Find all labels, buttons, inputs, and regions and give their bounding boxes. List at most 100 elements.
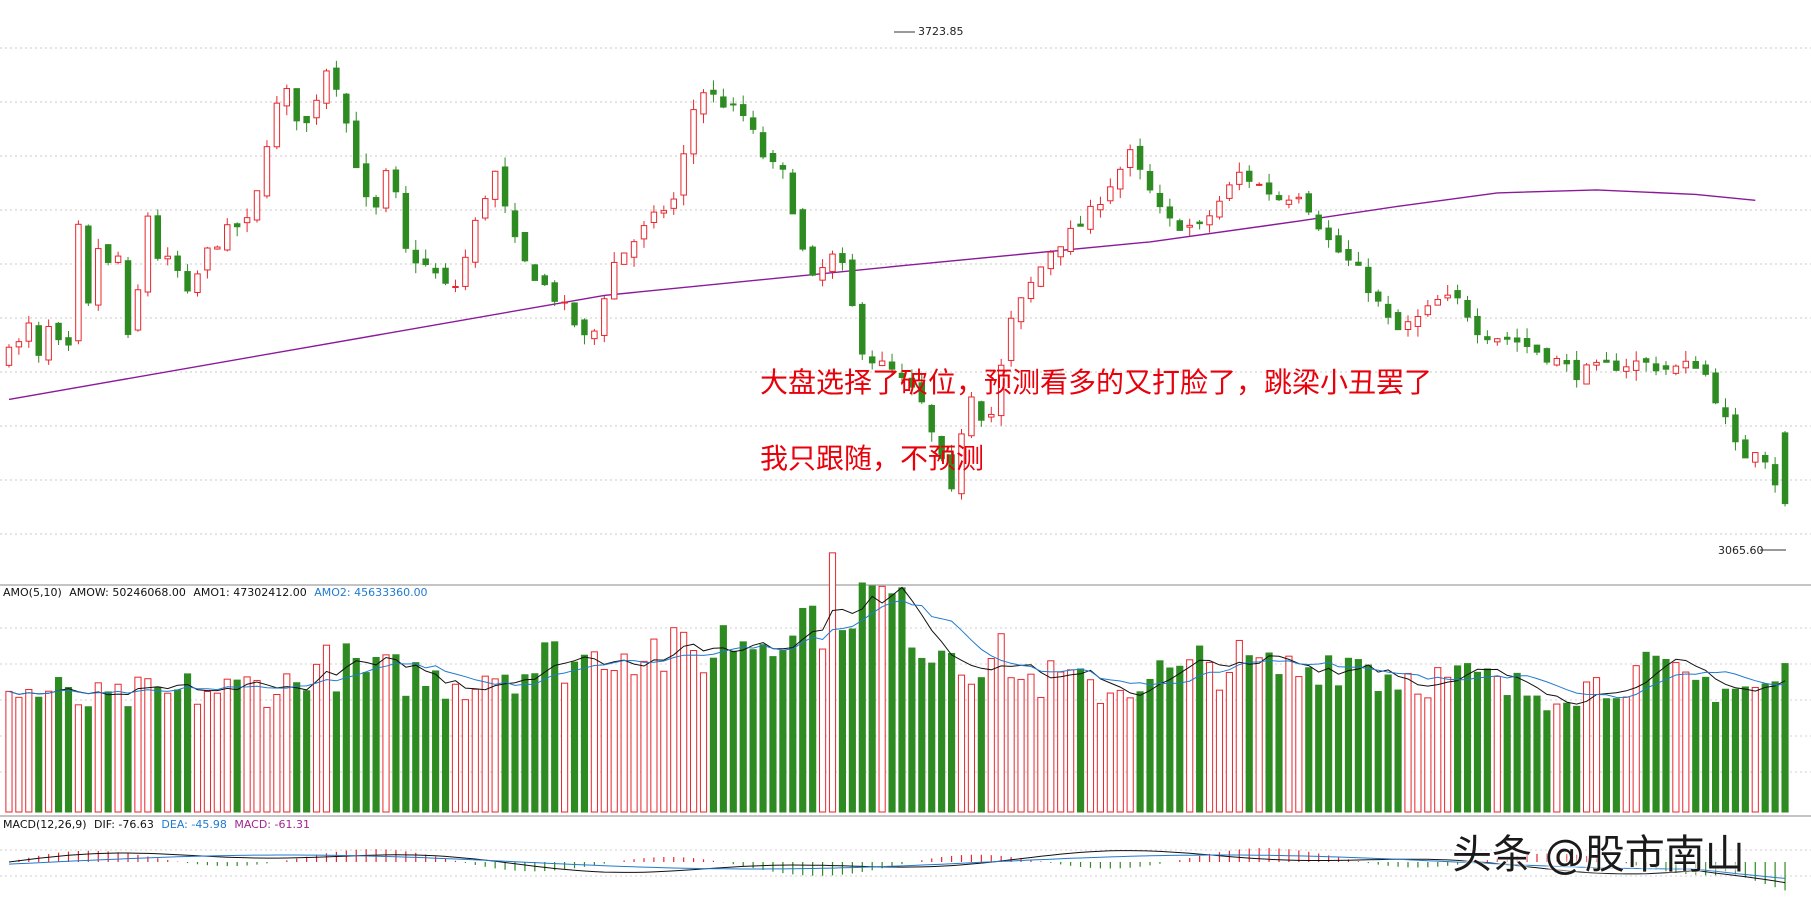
volume-bar — [1612, 698, 1620, 813]
volume-bar — [987, 658, 995, 813]
candle-up — [1295, 196, 1303, 200]
volume-bar — [977, 677, 985, 813]
volume-bar — [1632, 665, 1640, 813]
candle-up — [15, 341, 23, 348]
volume-bar — [610, 670, 618, 813]
volume-bar — [1047, 660, 1055, 813]
volume-bar — [213, 692, 221, 813]
volume-bar — [1533, 695, 1541, 813]
volume-bar — [819, 648, 827, 813]
amow-value: AMOW: 50246068.00 — [69, 586, 186, 599]
candle-down — [85, 225, 92, 304]
candle-up — [114, 255, 122, 263]
candle-up — [1444, 294, 1451, 299]
volume-bar — [719, 625, 727, 813]
volume-bar — [1325, 655, 1333, 813]
candle-down — [1077, 223, 1084, 227]
volume-bar — [223, 678, 231, 813]
candle-down — [1742, 439, 1749, 459]
candle-down — [343, 93, 350, 124]
candle-down — [1464, 300, 1471, 318]
volume-bar — [580, 654, 589, 813]
volume-bar — [878, 585, 886, 813]
candle-up — [1434, 298, 1441, 306]
candle-down — [1533, 344, 1541, 353]
volume-bar — [749, 649, 757, 813]
volume-bar — [1037, 696, 1045, 813]
volume-bar — [332, 691, 340, 813]
volume-bar — [1622, 696, 1630, 813]
amo1-line — [8, 586, 1786, 705]
volume-bar — [1017, 678, 1025, 813]
candle-down — [233, 223, 241, 228]
volume-bar — [947, 653, 956, 813]
volume-bar — [739, 641, 747, 813]
candle-up — [1632, 360, 1640, 371]
candle-up — [1672, 365, 1680, 374]
volume-bar — [94, 682, 102, 813]
candle-down — [978, 401, 985, 421]
candle-down — [124, 260, 132, 335]
candle-up — [134, 289, 142, 331]
candle-up — [164, 255, 171, 260]
annotation-follow: 我只跟随，不预测 — [760, 442, 985, 475]
candle-down — [551, 282, 558, 302]
candle-up — [1007, 317, 1015, 361]
volume-bar — [928, 662, 936, 813]
candle-up — [1186, 224, 1193, 228]
volume-bar — [1483, 668, 1491, 813]
candle-down — [1156, 192, 1164, 208]
candle-down — [898, 372, 906, 378]
candle-up — [243, 217, 251, 224]
watermark: 头条 @股市南山 — [1452, 832, 1745, 878]
volume-bar — [481, 675, 489, 813]
candle-up — [1216, 200, 1223, 218]
volume-bar — [412, 662, 420, 813]
volume-bar — [1245, 655, 1253, 813]
candle-up — [1057, 246, 1064, 258]
volume-bar — [1315, 684, 1323, 813]
candle-down — [1692, 361, 1699, 369]
candle-down — [1345, 249, 1352, 261]
candle-up — [1107, 186, 1114, 202]
candle-up — [1623, 366, 1630, 372]
candle-up — [700, 92, 707, 115]
volume-bar — [1473, 671, 1482, 813]
candle-up — [1583, 364, 1590, 385]
candle-up — [224, 224, 231, 251]
candle-up — [1027, 281, 1035, 299]
volume-bar — [1126, 697, 1134, 813]
low-price-label: 3065.60 — [1718, 544, 1764, 557]
candle-down — [1246, 170, 1253, 182]
price-markers — [894, 31, 1786, 551]
volume-bar — [918, 657, 926, 813]
volume-bar — [1434, 667, 1442, 813]
candle-down — [65, 337, 72, 346]
dea-line — [8, 854, 1786, 879]
volume-bar — [1731, 688, 1740, 813]
candle-down — [710, 89, 717, 95]
volume-bar — [1741, 686, 1749, 813]
volume-bar — [769, 656, 777, 813]
volume-bar — [1721, 688, 1730, 813]
candle-up — [1047, 251, 1055, 270]
volume-bar — [372, 656, 380, 813]
candle-down — [1761, 454, 1769, 463]
candle-up — [95, 248, 102, 306]
volume-bar — [1156, 660, 1164, 813]
volume-bar — [1255, 657, 1263, 813]
candle-down — [1722, 407, 1729, 418]
dea-value: DEA: -45.98 — [161, 818, 227, 831]
volume-bar — [1692, 679, 1700, 813]
candle-down — [1394, 312, 1402, 331]
volume-bar — [858, 582, 866, 813]
candle-up — [561, 301, 568, 304]
moving-average-line — [8, 189, 1756, 401]
volume-bar — [1543, 710, 1551, 813]
candle-down — [174, 255, 181, 271]
volume-bar — [441, 698, 450, 813]
candle-up — [1553, 357, 1561, 366]
candlesticks — [5, 60, 1789, 507]
volume-bar — [501, 674, 509, 813]
